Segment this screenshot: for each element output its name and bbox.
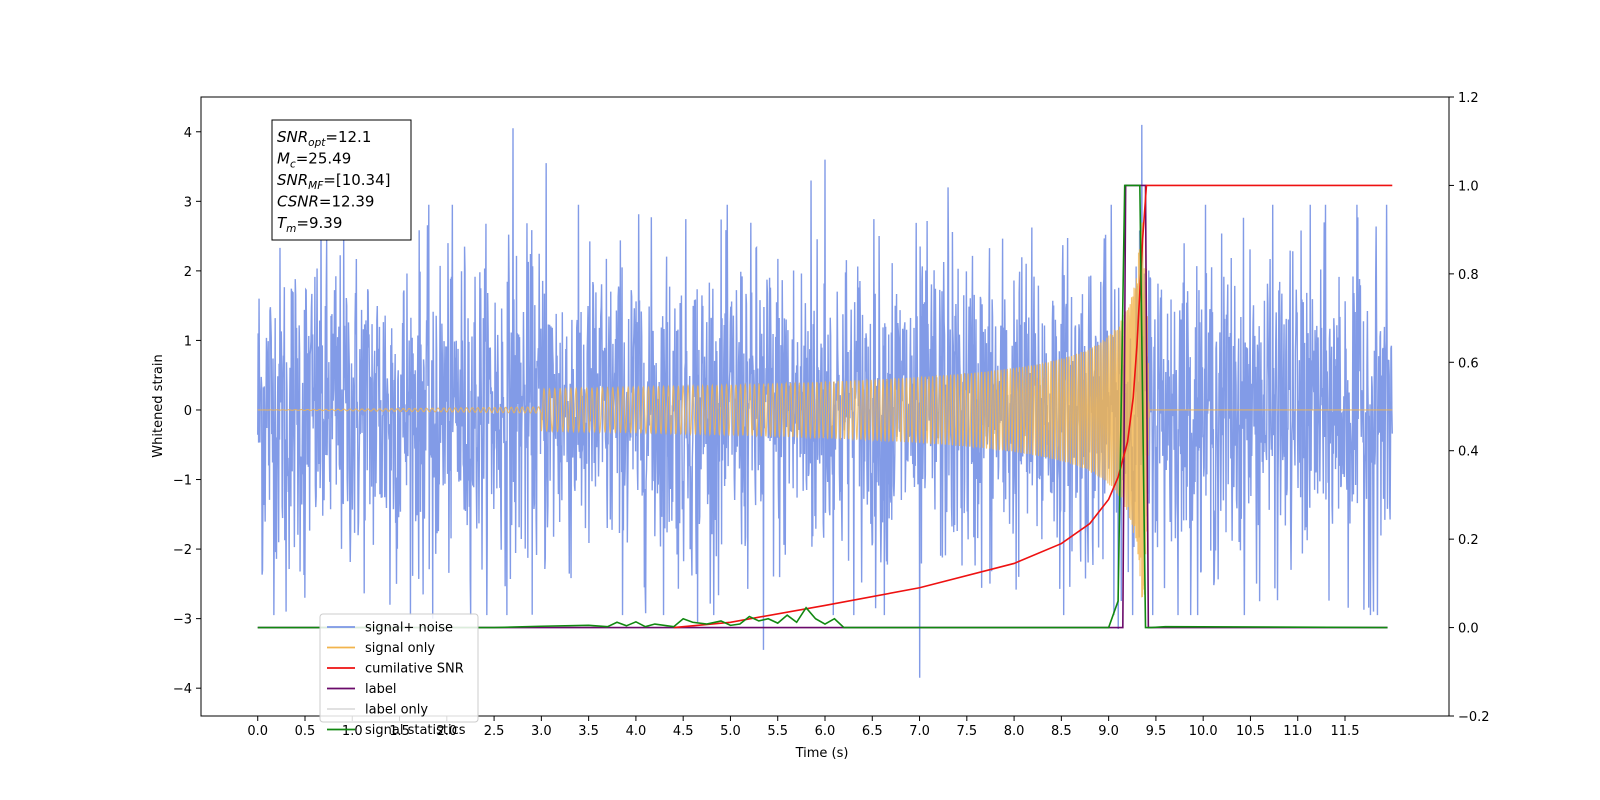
x-tick-label: 11.0 [1283,724,1312,739]
legend-frame [319,613,479,723]
y-left-tick-label: −1 [173,474,192,489]
legend-entry-label: signal statistics [365,723,466,738]
series-signal-only-line [257,222,1393,598]
legend-entry-label: label only [365,703,428,718]
x-tick-label: 7.0 [909,724,930,739]
x-tick-label: 8.5 [1051,724,1072,739]
x-tick-label: 0.0 [247,724,268,739]
series-signal-statistics-line [257,184,1388,629]
stats-annotation-line: CSNR=12.39 [277,193,374,211]
x-tick-label: 4.5 [673,724,694,739]
stats-annotation-line: SNRopt=12.1 [277,128,371,149]
x-tick-label: 10.0 [1189,724,1218,739]
y-axis-title: Whitened strain [151,354,166,457]
x-axis-title: Time (s) [795,746,849,761]
legend-entry-label: label [365,682,396,697]
legend-entry-label: signal only [365,641,435,656]
y-left-tick-label: 4 [184,126,192,141]
y-left-tick-label: −4 [173,682,192,697]
y-left-tick-label: 1 [184,334,192,349]
stats-annotation-line: Mc=25.49 [277,150,351,171]
y-right-tick-label: 0.0 [1458,622,1479,637]
y-left-tick-label: 3 [184,195,192,210]
x-tick-label: 4.0 [626,724,647,739]
y-left-tick-label: 2 [184,265,192,280]
stats-annotation-line: SNRMF=[10.34] [277,171,391,192]
y-right-tick-label: 0.4 [1458,445,1479,460]
x-tick-label: 9.5 [1146,724,1167,739]
x-tick-label: 5.0 [720,724,741,739]
x-tick-label: 0.5 [295,724,316,739]
y-left-tick-label: −3 [173,613,192,628]
x-axis: 0.0 0.5 1.0 1.5 2.0 2.5 3.0 3.5 4.0 4.5 5.0 5.5 6.0 6… [247,716,1359,739]
x-tick-label: 11.5 [1331,724,1360,739]
legend: signal+ noise signal only cumilative SNR la… [319,613,479,738]
series-layer [257,124,1393,678]
y-right-tick-label: 0.6 [1458,356,1479,371]
legend-entry-label: cumilative SNR [365,662,464,677]
y-axis-left: −4 −3 −2 −1 0 1 2 3 4 [173,126,201,697]
y-right-tick-label: −0.2 [1458,710,1490,725]
x-tick-label: 8.0 [1004,724,1025,739]
x-tick-label: 1.5 [389,724,410,739]
x-tick-label: 3.0 [531,724,552,739]
stats-annotation-box: SNRopt=12.1Mc=25.49SNRMF=[10.34]CSNR=12.… [271,119,412,241]
x-tick-label: 3.5 [578,724,599,739]
y-right-tick-label: 0.2 [1458,533,1479,548]
x-tick-label: 7.5 [956,724,977,739]
x-tick-label: 10.5 [1236,724,1265,739]
y-right-tick-label: 1.2 [1458,91,1479,106]
y-axis-right: −0.2 0.0 0.2 0.4 0.6 0.8 1.0 1.2 [1449,91,1490,725]
legend-entry-label: signal+ noise [365,621,453,636]
x-tick-label: 9.0 [1098,724,1119,739]
stats-annotation-line: Tm=9.39 [277,214,342,235]
stats-annotation-frame [271,119,412,241]
y-left-tick-label: −2 [173,543,192,558]
x-tick-label: 2.5 [484,724,505,739]
x-tick-label: 6.0 [815,724,836,739]
x-tick-label: 2.0 [436,724,457,739]
y-right-tick-label: 0.8 [1458,268,1479,283]
y-left-tick-label: 0 [184,404,192,419]
y-right-tick-label: 1.0 [1458,179,1479,194]
x-tick-label: 5.5 [767,724,788,739]
series-signal-noise-line [257,124,1393,678]
x-tick-label: 1.0 [342,724,363,739]
x-tick-label: 6.5 [862,724,883,739]
